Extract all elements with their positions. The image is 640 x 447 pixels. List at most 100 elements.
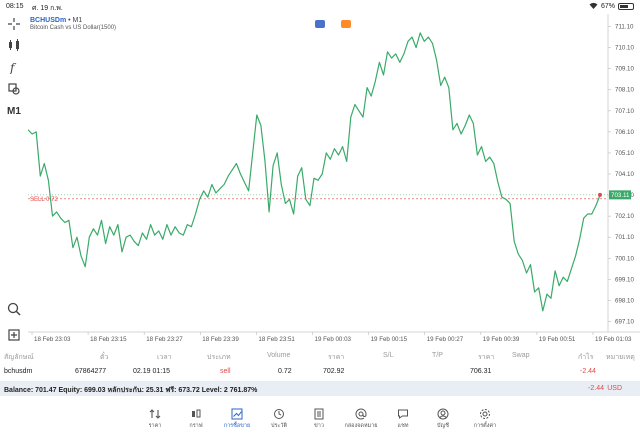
indicators-icon[interactable]: f [6, 59, 22, 75]
y-tick-label: 704.10 [615, 171, 634, 178]
crosshair-icon[interactable] [6, 16, 22, 32]
nav-label-chat: แชท [397, 423, 409, 429]
positions-table: สัญลักษณ์ ตั๋ว เวลา ประเภท Volume ราคา S… [0, 348, 640, 380]
nav-label-trade: การซื้อขาย [223, 423, 251, 429]
battery-icon [618, 3, 634, 10]
svg-text:f: f [9, 61, 17, 74]
symbol-name: BCHUSDm [30, 17, 67, 24]
chart-type-icon[interactable] [6, 37, 22, 53]
x-tick-label: 19 Feb 00:51 [539, 336, 576, 343]
nav-trade[interactable]: การซื้อขาย [220, 408, 254, 430]
currency-icon [341, 20, 351, 28]
symbol-description: Bitcoin Cash vs US Dollar(1500) [30, 25, 117, 31]
status-bar: 08:15 ศ. 19 ก.พ. 67% [0, 0, 640, 14]
x-tick-label: 19 Feb 00:39 [483, 336, 520, 343]
row-volume: 0.72 [278, 368, 292, 375]
symbol-timeframe: • M1 [68, 17, 83, 24]
col-current: ราคา [478, 354, 495, 361]
price-series-line [28, 32, 601, 312]
y-tick-label: 711.10 [615, 24, 634, 31]
last-price-marker [598, 192, 602, 197]
total-profit: -2.44 [588, 385, 604, 392]
y-tick-label: 698.10 [615, 297, 634, 304]
nav-history[interactable]: ประวัติ [262, 408, 296, 430]
y-tick-label: 706.10 [615, 129, 634, 136]
y-tick-label: 701.10 [615, 234, 634, 241]
col-type: ประเภท [207, 354, 231, 361]
row-type: sell [220, 368, 231, 375]
battery-percent: 67% [600, 3, 615, 10]
balance-summary: Balance: 701.47 Equity: 699.03 หลักประกั… [4, 387, 258, 394]
clock: 08:15 [6, 3, 24, 10]
table-row[interactable]: bchusdm 67864277 02.19 01:15 sell 0.72 7… [0, 364, 640, 380]
row-price: 702.92 [323, 368, 345, 375]
nav-label-settings: การตั้งค่า [473, 423, 497, 429]
zoom-icon[interactable] [6, 301, 22, 317]
col-time: เวลา [157, 354, 172, 361]
nav-chart[interactable]: กราฟ [179, 408, 213, 430]
nav-chat[interactable]: แชท [386, 408, 420, 430]
col-tp: T/P [432, 352, 443, 359]
col-comment: หมายเหตุ [606, 354, 635, 361]
col-symbol: สัญลักษณ์ [4, 354, 34, 361]
nav-label-accounts: บัญชี [437, 423, 449, 429]
new-order-icon[interactable] [6, 327, 22, 343]
nav-news[interactable]: ข่าว [302, 408, 336, 430]
table-header: สัญลักษณ์ ตั๋ว เวลา ประเภท Volume ราคา S… [0, 348, 640, 364]
x-tick-label: 18 Feb 23:03 [34, 336, 71, 343]
status-icons: 67% [589, 2, 634, 11]
objects-icon[interactable] [6, 81, 22, 97]
col-profit: กำไร [578, 354, 594, 361]
candles-icon [192, 409, 201, 418]
y-tick-label: 697.10 [615, 318, 634, 325]
x-tick-label: 18 Feb 23:27 [146, 336, 183, 343]
y-tick-label: 709.10 [615, 66, 634, 73]
x-tick-label: 18 Feb 23:39 [202, 336, 239, 343]
col-sl: S/L [383, 352, 394, 359]
col-price: ราคา [328, 354, 345, 361]
trade-icon [231, 408, 243, 420]
quotes-icon [149, 409, 161, 419]
y-tick-label: 702.10 [615, 213, 634, 220]
sell-level-label: SELL 0.72 [30, 197, 58, 203]
y-tick-label: 705.10 [615, 150, 634, 157]
col-swap: Swap [512, 352, 530, 359]
chat-icon [398, 409, 408, 419]
current-price-label: 703.11 [611, 192, 630, 199]
row-time: 02.19 01:15 [133, 368, 170, 375]
x-tick-label: 19 Feb 00:15 [371, 336, 408, 343]
symbol-title: BCHUSDm • M1 [30, 17, 82, 24]
nav-accounts[interactable]: บัญชี [426, 408, 460, 430]
wifi-icon [589, 2, 598, 11]
row-current: 706.31 [470, 368, 492, 375]
x-tick-label: 19 Feb 01:03 [595, 336, 632, 343]
y-tick-label: 707.10 [615, 108, 634, 115]
nav-label-mailbox: กล่องจดหมาย [344, 423, 378, 429]
row-profit: -2.44 [580, 368, 596, 375]
y-tick-label: 708.10 [615, 87, 634, 94]
nav-label-quotes: ราคา [148, 423, 162, 429]
y-tick-label: 710.10 [615, 45, 634, 52]
nav-label-chart: กราฟ [189, 423, 203, 429]
gear-icon [480, 409, 490, 419]
nav-label-history: ประวัติ [270, 423, 288, 429]
flag-icon [315, 20, 325, 28]
nav-label-news: ข่าว [314, 423, 324, 429]
balance-bar: Balance: 701.47 Equity: 699.03 หลักประกั… [0, 381, 640, 396]
col-volume: Volume [267, 352, 291, 359]
history-icon [274, 409, 284, 419]
x-tick-label: 18 Feb 23:15 [90, 336, 127, 343]
row-symbol: bchusdm [4, 368, 33, 375]
nav-settings[interactable]: การตั้งค่า [468, 408, 502, 430]
news-icon [314, 408, 324, 420]
y-tick-label: 700.10 [615, 255, 634, 262]
timeframe-button[interactable]: M1 [7, 105, 21, 117]
nav-quotes[interactable]: ราคา [138, 408, 172, 430]
bottom-navigation: ราคา กราฟ การซื้อขาย ประวัติ ข่าว กล่องจ… [0, 400, 640, 447]
col-ticket: ตั๋ว [100, 354, 109, 361]
chart-toolbar: f M1 [0, 14, 28, 344]
x-tick-label: 19 Feb 00:27 [427, 336, 464, 343]
nav-mailbox[interactable]: กล่องจดหมาย [344, 408, 378, 430]
price-chart[interactable]: 711.10 710.10 709.10 708.10 707.10 706.10 705.… [28, 14, 640, 344]
account-icon [437, 408, 449, 420]
